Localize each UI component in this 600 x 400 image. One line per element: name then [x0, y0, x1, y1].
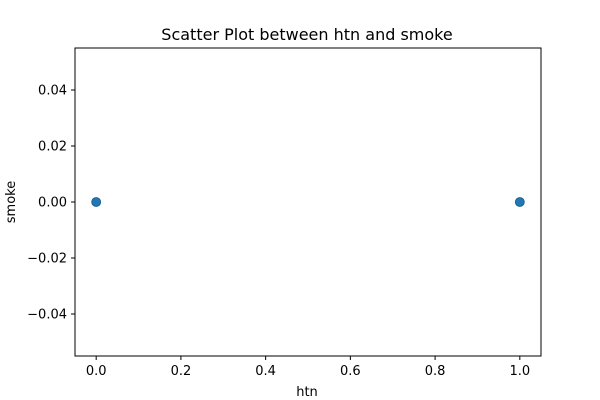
- x-tick-label: 0.8: [425, 364, 446, 379]
- scatter-points: [91, 197, 525, 207]
- x-axis: 0.0 0.2 0.4 0.6 0.8 1.0: [86, 356, 530, 379]
- x-tick-label: 1.0: [509, 364, 530, 379]
- scatter-point: [91, 197, 102, 207]
- scatter-point: [514, 197, 525, 207]
- plot-area-frame: [74, 47, 542, 357]
- chart-title: Scatter Plot between htn and smoke: [161, 25, 452, 44]
- y-tick-label: 0.04: [38, 84, 67, 99]
- y-tick-label: 0.00: [38, 196, 67, 211]
- y-tick-label: 0.02: [38, 140, 67, 155]
- x-axis-label: htn: [296, 385, 318, 400]
- x-tick-label: 0.4: [255, 364, 276, 379]
- x-tick-label: 0.6: [340, 364, 361, 379]
- x-tick-label: 0.2: [171, 364, 192, 379]
- y-tick-label: −0.04: [27, 308, 67, 323]
- y-axis: −0.04 −0.02 0.00 0.02 0.04: [27, 84, 75, 323]
- y-axis-label: smoke: [4, 181, 19, 223]
- x-tick-label: 0.0: [86, 364, 107, 379]
- y-tick-label: −0.02: [27, 252, 67, 267]
